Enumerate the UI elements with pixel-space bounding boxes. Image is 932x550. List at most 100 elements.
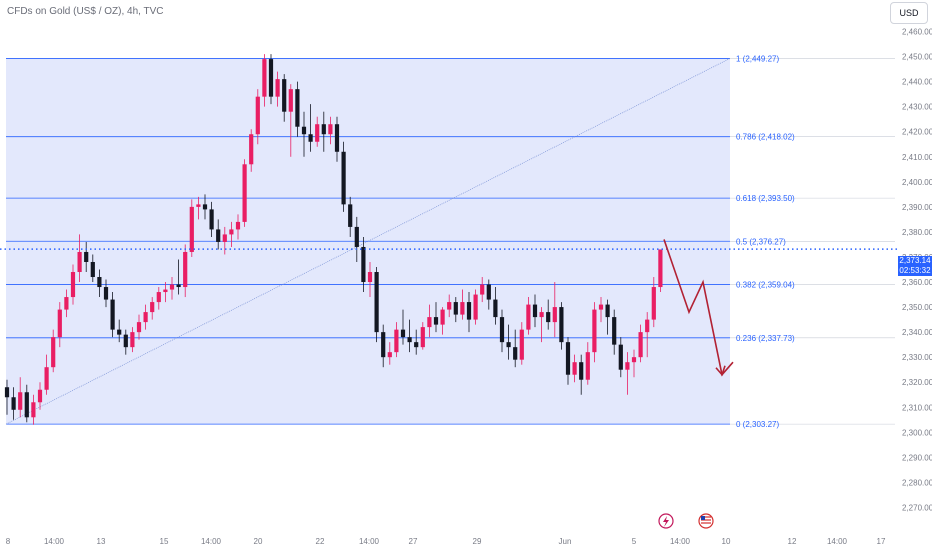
candle-body xyxy=(4,387,10,398)
candle-body xyxy=(90,261,95,278)
candle-body xyxy=(526,304,531,330)
fib-level-label: 0.382 (2,359.04) xyxy=(736,280,795,289)
candles-layer xyxy=(4,54,663,425)
candle-body xyxy=(334,124,340,152)
candle-body xyxy=(539,312,544,318)
fib-level-label: 0.5 (2,376.27) xyxy=(736,237,786,246)
candle xyxy=(103,279,109,308)
x-axis[interactable]: 8 14:00 13 15 14:00 20 22 14:00 27 29 Jun 5 14:00 10 1… xyxy=(6,537,886,546)
candle xyxy=(328,116,333,145)
candle-body xyxy=(282,79,287,112)
candle xyxy=(493,287,498,325)
candle xyxy=(249,129,254,172)
candle-body xyxy=(110,299,115,330)
candle xyxy=(18,377,23,418)
candle-body xyxy=(387,352,392,358)
candle-body xyxy=(31,402,36,418)
candle-body xyxy=(400,329,406,338)
candle-body xyxy=(202,204,208,210)
y-tick-label: 2,450.00 xyxy=(902,53,932,62)
candle xyxy=(315,116,320,147)
candle-body xyxy=(308,134,313,142)
candle xyxy=(407,319,412,353)
candle-body xyxy=(381,332,386,358)
candle xyxy=(176,259,181,295)
candle-body xyxy=(51,337,56,368)
candle xyxy=(4,379,10,415)
current-price-tag: 2,373.14 02:53:32 xyxy=(898,256,932,276)
candle xyxy=(308,104,313,152)
fib-level-label: 1 (2,449.27) xyxy=(736,54,779,63)
candle-body xyxy=(638,332,643,358)
candle-body xyxy=(229,229,234,235)
candle xyxy=(625,352,630,395)
candle xyxy=(11,387,16,420)
fib-level-label: 0.236 (2,337.73) xyxy=(736,334,795,343)
candle-body xyxy=(480,284,485,295)
candle xyxy=(288,84,293,157)
y-tick-label: 2,440.00 xyxy=(902,78,932,87)
candle xyxy=(341,141,346,212)
candle-body xyxy=(183,251,188,288)
candle xyxy=(374,267,379,343)
bar-countdown: 02:53:32 xyxy=(899,266,931,275)
flag-canton xyxy=(701,516,705,520)
candle-body xyxy=(658,249,663,288)
lightning-event-icon[interactable] xyxy=(658,513,674,529)
candle-body xyxy=(394,329,399,353)
candle xyxy=(592,302,597,363)
candle xyxy=(301,111,307,157)
candle xyxy=(361,236,366,293)
candle xyxy=(169,277,175,300)
candle xyxy=(440,307,445,335)
x-tick-label: 15 xyxy=(160,537,169,546)
candle-body xyxy=(565,342,571,375)
candle-body xyxy=(354,226,359,247)
y-tick-label: 2,380.00 xyxy=(902,228,932,237)
us-flag-event-icon[interactable] xyxy=(698,513,714,529)
y-tick-label: 2,420.00 xyxy=(902,128,932,137)
candle xyxy=(143,304,148,330)
x-tick-label: 10 xyxy=(722,537,731,546)
fib-lines-layer: 1 (2,449.27) 0.786 (2,418.02) 0.618 (2,393… xyxy=(6,54,895,429)
candle xyxy=(24,384,29,423)
candle-body xyxy=(176,284,181,288)
candle-body xyxy=(136,322,142,333)
candle xyxy=(367,261,373,298)
candle xyxy=(31,394,36,425)
y-tick-label: 2,410.00 xyxy=(902,153,932,162)
candle-body xyxy=(189,206,194,252)
candle-body xyxy=(242,164,247,222)
x-tick-label: Jun xyxy=(559,537,572,546)
candle-body xyxy=(499,317,505,343)
y-axis[interactable]: 2,270.00 2,280.00 2,290.00 2,300.00 2,310.00… xyxy=(902,28,932,513)
candle xyxy=(565,337,571,385)
candle-body xyxy=(440,309,445,325)
candle xyxy=(539,307,544,343)
candle xyxy=(117,319,122,343)
x-tick-label: 20 xyxy=(254,537,263,546)
current-price-value: 2,373.14 xyxy=(899,256,931,265)
candle-body xyxy=(625,362,630,370)
candle-body xyxy=(255,96,260,135)
candle-body xyxy=(123,334,128,348)
candle-body xyxy=(275,79,280,97)
candle xyxy=(189,199,194,257)
candle xyxy=(255,89,260,145)
candle xyxy=(282,74,287,122)
candle-body xyxy=(235,221,241,230)
currency-button[interactable]: USD xyxy=(890,2,928,24)
y-tick-label: 2,400.00 xyxy=(902,178,932,187)
candle xyxy=(202,194,208,220)
fib-level-label: 0 (2,303.27) xyxy=(736,420,779,429)
candle-body xyxy=(374,272,379,333)
candle xyxy=(486,279,491,310)
candle xyxy=(526,297,531,335)
candle xyxy=(460,289,465,320)
candle-body xyxy=(572,362,577,375)
x-tick-label: 8 xyxy=(6,537,11,546)
candle-body xyxy=(18,392,23,410)
candle-body xyxy=(513,347,518,360)
candle-body xyxy=(288,89,293,112)
